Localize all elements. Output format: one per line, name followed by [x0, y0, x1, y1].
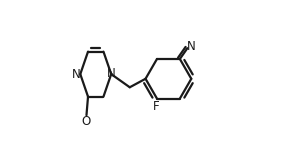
Text: O: O [82, 115, 91, 128]
Text: N: N [72, 68, 80, 81]
Text: N: N [107, 67, 116, 80]
Text: N: N [186, 40, 195, 53]
Text: F: F [153, 100, 159, 112]
